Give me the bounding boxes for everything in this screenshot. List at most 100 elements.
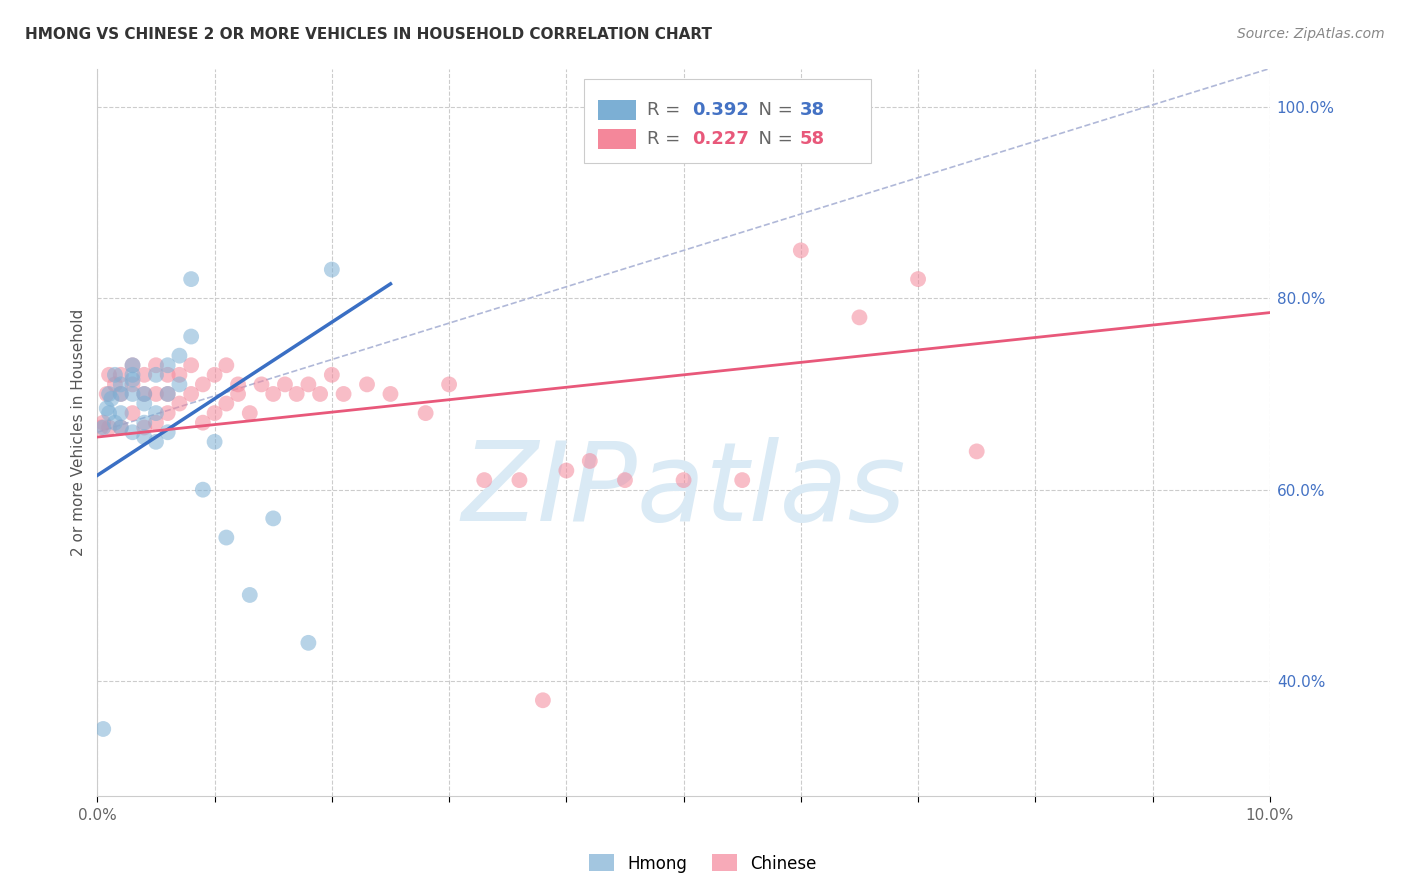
Point <box>98 420 121 434</box>
Point <box>215 531 238 545</box>
Point <box>91 722 114 736</box>
Point <box>204 434 226 449</box>
Point <box>169 396 191 410</box>
Point <box>145 434 167 449</box>
Point <box>110 420 132 434</box>
Point <box>110 406 132 420</box>
Point <box>98 406 121 420</box>
Point <box>169 349 191 363</box>
Point <box>239 588 262 602</box>
Text: 58: 58 <box>800 130 825 148</box>
Point <box>110 377 132 392</box>
Point <box>121 387 143 401</box>
Point <box>309 387 332 401</box>
Point <box>121 377 143 392</box>
Point <box>262 511 284 525</box>
FancyBboxPatch shape <box>583 79 872 163</box>
Point <box>204 406 226 420</box>
Text: Source: ZipAtlas.com: Source: ZipAtlas.com <box>1237 27 1385 41</box>
Point <box>121 358 143 372</box>
Point <box>297 636 319 650</box>
Point <box>121 373 143 387</box>
Point <box>531 693 554 707</box>
Point <box>285 387 308 401</box>
Point <box>110 387 132 401</box>
Point <box>134 368 156 382</box>
Point <box>145 387 167 401</box>
Point <box>297 377 319 392</box>
Point <box>110 420 132 434</box>
Point <box>104 416 127 430</box>
Point <box>578 454 600 468</box>
Point <box>98 368 121 382</box>
Point <box>250 377 273 392</box>
Point <box>672 473 695 487</box>
Point <box>134 430 156 444</box>
Text: N =: N = <box>747 130 799 148</box>
Point <box>169 368 191 382</box>
Point <box>226 387 249 401</box>
Point <box>96 387 118 401</box>
Point <box>145 358 167 372</box>
Point <box>134 387 156 401</box>
Point <box>472 473 495 487</box>
Point <box>555 464 578 478</box>
Point <box>215 396 238 410</box>
Point <box>90 420 112 434</box>
Point <box>790 244 813 258</box>
Point <box>848 310 870 325</box>
Point <box>121 358 143 372</box>
Point <box>321 368 343 382</box>
Point <box>145 368 167 382</box>
Point <box>134 387 156 401</box>
Point <box>731 473 754 487</box>
Point <box>156 358 179 372</box>
Point <box>191 377 214 392</box>
Point <box>104 368 127 382</box>
Point <box>180 329 202 343</box>
Point <box>110 368 132 382</box>
Point <box>169 377 191 392</box>
Point <box>180 272 202 286</box>
Point <box>156 387 179 401</box>
Point <box>415 406 437 420</box>
Point <box>274 377 297 392</box>
FancyBboxPatch shape <box>598 100 636 120</box>
Point <box>134 416 156 430</box>
Point <box>110 387 132 401</box>
Point <box>380 387 402 401</box>
Point <box>145 406 167 420</box>
Legend: Hmong, Chinese: Hmong, Chinese <box>582 847 824 880</box>
Point <box>226 377 249 392</box>
Point <box>215 358 238 372</box>
Point <box>180 387 202 401</box>
Point <box>262 387 284 401</box>
Point <box>156 406 179 420</box>
Point <box>180 358 202 372</box>
Point <box>121 425 143 440</box>
Point <box>907 272 929 286</box>
Point <box>191 416 214 430</box>
Point <box>104 377 127 392</box>
Point <box>121 406 143 420</box>
Point <box>356 377 378 392</box>
Point <box>100 392 122 406</box>
Text: 0.227: 0.227 <box>692 130 748 148</box>
Y-axis label: 2 or more Vehicles in Household: 2 or more Vehicles in Household <box>72 309 86 556</box>
Point <box>321 262 343 277</box>
Text: HMONG VS CHINESE 2 OR MORE VEHICLES IN HOUSEHOLD CORRELATION CHART: HMONG VS CHINESE 2 OR MORE VEHICLES IN H… <box>25 27 713 42</box>
Point <box>239 406 262 420</box>
Point <box>91 416 114 430</box>
Point <box>191 483 214 497</box>
Point <box>145 416 167 430</box>
Point <box>613 473 636 487</box>
Point <box>156 425 179 440</box>
Point <box>91 420 114 434</box>
Point <box>204 368 226 382</box>
Point <box>134 396 156 410</box>
Text: R =: R = <box>647 130 686 148</box>
Point <box>508 473 530 487</box>
Point <box>121 368 143 382</box>
Point <box>96 401 118 416</box>
Point <box>966 444 988 458</box>
